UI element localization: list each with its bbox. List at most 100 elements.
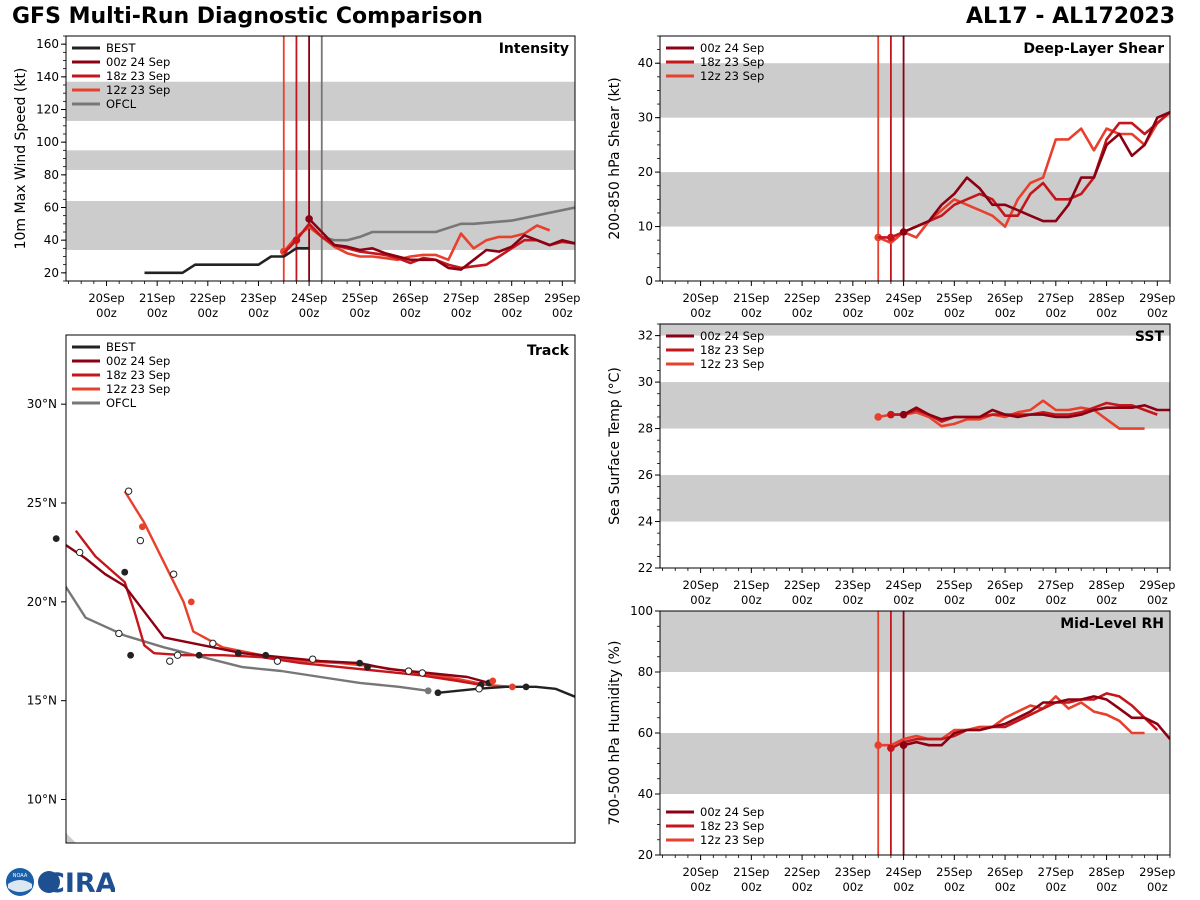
track-dot-run18z23 <box>127 651 135 659</box>
shear-xtick-hour-4: 00z <box>893 306 914 320</box>
intensity-band-1 <box>66 150 575 170</box>
sst-xtick-hour-9: 00z <box>1147 593 1168 607</box>
rh-xtick-date-3: 23Sep <box>835 865 871 879</box>
intensity-xtick-date-3: 23Sep <box>240 291 276 305</box>
rh-marker-run12z23 <box>874 741 883 749</box>
intensity-xtick-hour-5: 00z <box>349 306 370 320</box>
shear-ytick-label-2: 20 <box>638 165 653 179</box>
shear-band-0 <box>660 172 1170 227</box>
sst-ytick-label-5: 32 <box>638 329 653 343</box>
sst-band-1 <box>660 382 1170 429</box>
intensity-ytick-label-6: 140 <box>36 70 59 84</box>
intensity-band-0 <box>66 200 575 250</box>
intensity-legend-label-1: 00z 24 Sep <box>106 55 170 69</box>
track-series-best <box>437 685 575 698</box>
track-dot-ofcl <box>424 687 432 695</box>
rh-series-run12z23 <box>878 695 1145 747</box>
sst-ytick-label-2: 26 <box>638 468 653 482</box>
track-open-dot-run00z24 <box>136 536 145 545</box>
intensity-xtick-hour-6: 00z <box>400 306 421 320</box>
sst-xtick-hour-5: 00z <box>944 593 965 607</box>
shear-xtick-date-0: 20Sep <box>682 291 718 305</box>
sst-xtick-date-9: 29Sep <box>1139 578 1175 592</box>
intensity-series-ofcl <box>321 206 575 242</box>
shear-xtick-date-8: 28Sep <box>1088 291 1124 305</box>
shear-xtick-date-9: 29Sep <box>1139 291 1175 305</box>
intensity-xtick-hour-4: 00z <box>299 306 320 320</box>
intensity-marker-run00z24 <box>305 215 313 223</box>
rh-xtick-hour-2: 00z <box>792 880 813 894</box>
storm-id-label: AL17 - AL172023 <box>966 4 1175 29</box>
track-dot-run00z24 <box>121 568 129 576</box>
shear-xtick-date-7: 27Sep <box>1038 291 1074 305</box>
shear-xtick-date-4: 24Sep <box>885 291 921 305</box>
rh-xtick-hour-3: 00z <box>842 880 863 894</box>
shear-ytick-label-0: 0 <box>645 274 653 288</box>
page-title: GFS Multi-Run Diagnostic Comparison <box>12 4 483 29</box>
rh-xtick-hour-1: 00z <box>741 880 762 894</box>
rh-series-run18z23 <box>890 692 1159 750</box>
track-open-dot-run00z24 <box>76 548 84 557</box>
rh-xtick-date-0: 20Sep <box>682 865 718 879</box>
sst-xtick-date-0: 20Sep <box>682 578 718 592</box>
sst-ytick-label-3: 28 <box>638 422 653 436</box>
cira-logo-text: CIRA <box>45 868 115 898</box>
shear-series-run12z23 <box>877 111 1170 245</box>
track-dot-run00z24 <box>356 659 364 667</box>
rh-xtick-date-6: 26Sep <box>987 865 1023 879</box>
track-dot-run18z23 <box>234 649 242 657</box>
track-legend-label-3: 12z 23 Sep <box>106 382 170 396</box>
shear-xtick-date-3: 23Sep <box>835 291 871 305</box>
sst-xtick-hour-1: 00z <box>741 593 762 607</box>
track-title: Track <box>527 343 570 359</box>
track-open-dot-run00z24 <box>418 669 426 677</box>
track-dot-best <box>434 689 442 697</box>
sst-xtick-date-8: 28Sep <box>1088 578 1124 592</box>
sst-legend-label-0: 00z 24 Sep <box>700 329 764 343</box>
track-dot-run12z23 <box>138 523 146 531</box>
track-open-dot-run00z24 <box>173 651 182 659</box>
shear-xtick-hour-3: 00z <box>842 306 863 320</box>
shear-xtick-hour-9: 00z <box>1147 306 1168 320</box>
track-open-dot-run00z24 <box>308 655 317 663</box>
intensity-xtick-date-7: 27Sep <box>443 291 479 305</box>
intensity-xtick-date-0: 20Sep <box>88 291 124 305</box>
rh-xtick-date-7: 27Sep <box>1038 865 1074 879</box>
sst-xtick-hour-7: 00z <box>1045 593 1066 607</box>
sst-frame <box>659 323 1171 569</box>
rh-legend-label-2: 12z 23 Sep <box>700 833 764 847</box>
shear-ytick-label-4: 40 <box>638 56 653 70</box>
rh-ytick-label-1: 40 <box>638 787 653 801</box>
track-open-dot-run18z23 <box>166 657 174 665</box>
shear-xtick-hour-0: 00z <box>690 306 711 320</box>
intensity-chart: 2040608010012014016020Sep00z21Sep00z22Se… <box>13 35 580 320</box>
track-frame <box>65 334 576 844</box>
intensity-xtick-date-9: 29Sep <box>544 291 580 305</box>
track-open-dot-run12z23 <box>124 487 133 495</box>
rh-xtick-hour-6: 00z <box>995 880 1016 894</box>
track-legend-label-0: BEST <box>106 340 136 354</box>
shear-xtick-hour-8: 00z <box>1096 306 1117 320</box>
track-ytick-label-4: 30°N <box>27 397 57 411</box>
sst-ylabel: Sea Surface Temp (°C) <box>607 367 623 525</box>
intensity-ytick-label-7: 160 <box>36 37 59 51</box>
intensity-xtick-date-1: 21Sep <box>139 291 175 305</box>
sst-band-0 <box>660 475 1170 522</box>
intensity-marker-run18z23 <box>292 236 301 244</box>
intensity-xtick-hour-2: 00z <box>197 306 218 320</box>
sst-legend-label-1: 18z 23 Sep <box>700 343 764 357</box>
intensity-xtick-date-5: 25Sep <box>342 291 378 305</box>
intensity-xtick-date-4: 24Sep <box>291 291 327 305</box>
track-series-ofcl <box>66 584 429 692</box>
rh-chart: 2040608010020Sep00z21Sep00z22Sep00z23Sep… <box>607 604 1175 894</box>
track-land-patch <box>66 833 76 843</box>
rh-xtick-date-1: 21Sep <box>733 865 769 879</box>
intensity-xtick-date-8: 28Sep <box>494 291 530 305</box>
intensity-ytick-label-0: 20 <box>44 266 59 280</box>
rh-band-1 <box>660 611 1170 672</box>
rh-series-run00z24 <box>903 695 1170 747</box>
sst-marker-run00z24 <box>899 410 908 419</box>
rh-ytick-label-2: 60 <box>638 726 653 740</box>
intensity-ytick-label-3: 80 <box>44 168 59 182</box>
intensity-band-2 <box>66 81 575 121</box>
